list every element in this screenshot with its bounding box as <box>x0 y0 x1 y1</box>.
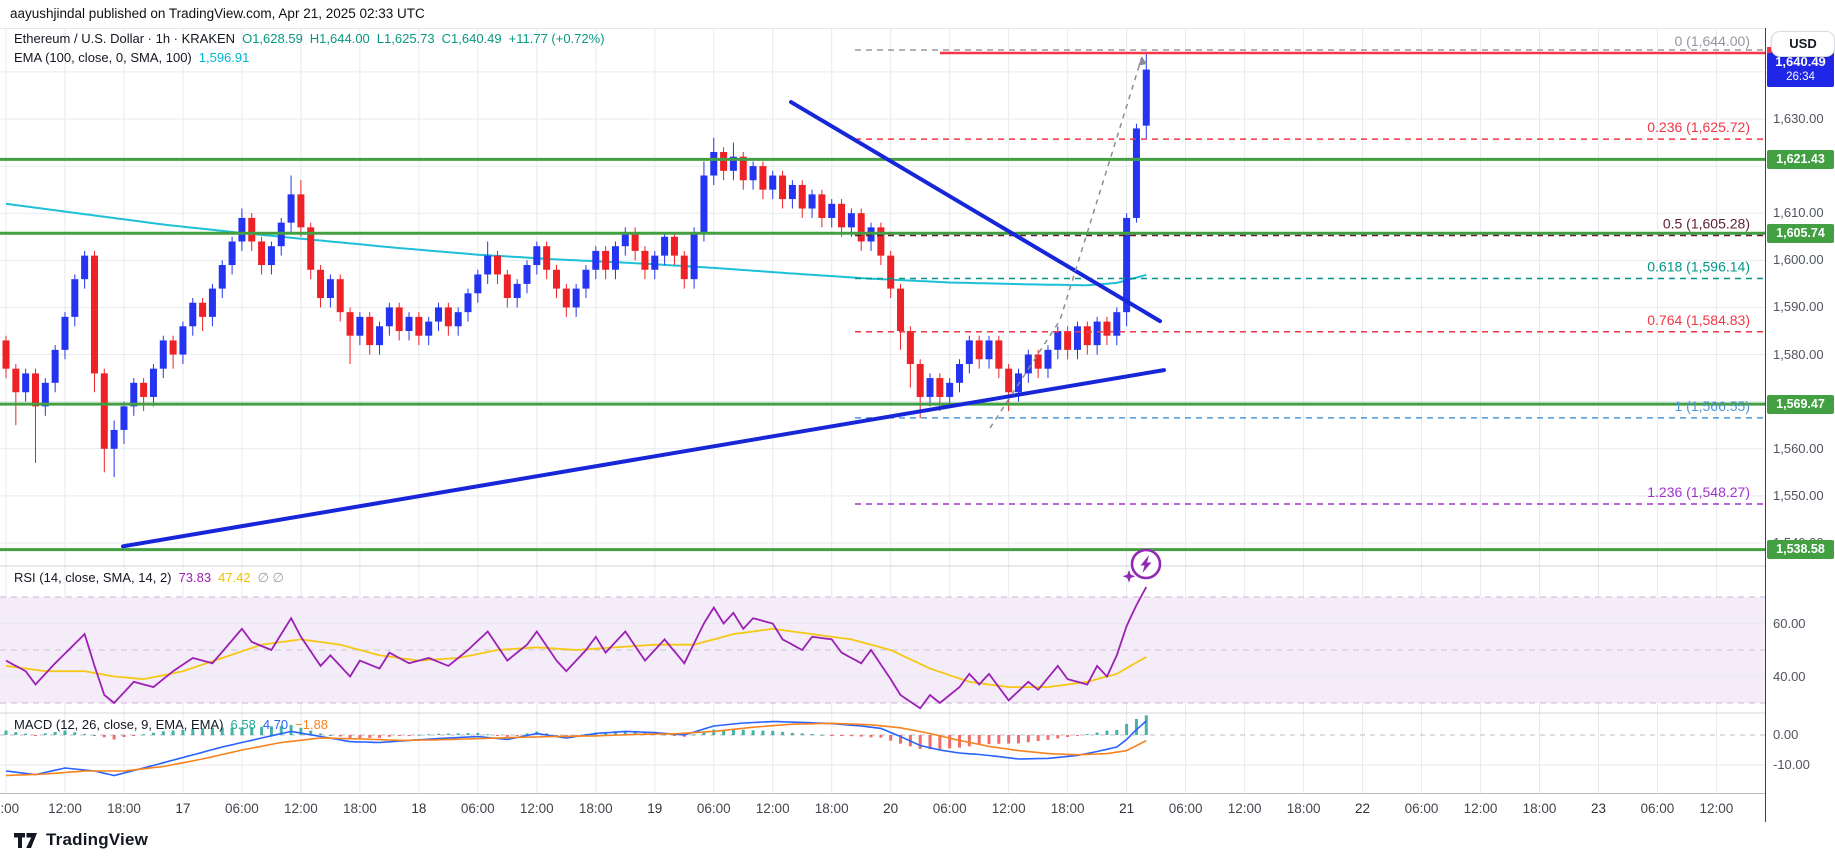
support-price-tag: 1,605.74 <box>1767 223 1834 243</box>
rsi-ma-value: 47.42 <box>218 570 251 585</box>
candles-series[interactable] <box>2 53 1150 478</box>
trendline-ascending-support[interactable] <box>121 368 1166 549</box>
time-tick-label: 22 <box>1354 801 1371 816</box>
price-change: +11.77 (+0.72%) <box>508 31 605 46</box>
ohlc-open: O1,628.59 <box>242 31 303 46</box>
ohlc-low: L1,625.73 <box>376 31 435 46</box>
currency-button[interactable]: USD <box>1771 31 1835 57</box>
price-tick-label: 1,600.00 <box>1773 252 1824 268</box>
time-tick-label: 06:00 <box>460 801 495 816</box>
time-tick-label: 12:00 <box>283 801 318 816</box>
fib-level-label: 1.236 (1,548.27) <box>1647 484 1750 500</box>
macd-signal-value: −1.88 <box>295 717 329 732</box>
chart-canvas[interactable]: 0 (1,644.00) 0.236 (1,625.72) 0.5 (1,605.2… <box>0 28 1765 793</box>
tradingview-logo[interactable]: TradingView <box>14 830 148 850</box>
support-price-tag: 1,538.58 <box>1767 540 1834 560</box>
time-tick-label: 12:00 <box>1227 801 1262 816</box>
tradingview-logo-text: TradingView <box>46 830 149 849</box>
macd-legend-row[interactable]: MACD (12, 26, close, 9, EMA, EMA) 6.58 4… <box>14 717 328 732</box>
time-tick-label: 17 <box>175 801 191 816</box>
support-price-tag: 1,569.47 <box>1767 394 1834 414</box>
time-tick-label: 12:00 <box>1699 801 1734 816</box>
rsi-value: 73.83 <box>178 570 212 585</box>
rsi-legend-row[interactable]: RSI (14, close, SMA, 14, 2) 73.83 47.42 … <box>14 570 284 586</box>
time-tick-label: 18:00 <box>1286 801 1321 816</box>
time-tick-label: 06:00 <box>224 801 259 816</box>
time-tick-label: 21 <box>1119 801 1135 816</box>
time-tick-label: 06:00 <box>932 801 967 816</box>
price-tick-label: 1,550.00 <box>1773 487 1824 503</box>
ema-line[interactable] <box>5 202 1147 287</box>
lightning-badge-icon[interactable] <box>1122 548 1162 583</box>
ema-value: 1,596.91 <box>198 50 250 65</box>
fib-level-label: 0.764 (1,584.83) <box>1647 312 1750 328</box>
fib-level-label: 0.618 (1,596.14) <box>1647 259 1750 275</box>
time-scale[interactable]: 6:00 12:00 18:00 17 06:00 12:00 18:00 18 06:00 12… <box>0 793 1835 823</box>
time-tick-label: 6:00 <box>0 801 20 816</box>
ema-label: EMA (100, close, 0, SMA, 100) <box>14 50 192 65</box>
trendline-descending-resistance[interactable] <box>789 100 1162 324</box>
macd-label: MACD (12, 26, close, 9, EMA, EMA) <box>14 717 224 732</box>
price-tick-label: 1,610.00 <box>1773 205 1824 221</box>
ema-legend-row[interactable]: EMA (100, close, 0, SMA, 100) 1,596.91 <box>14 50 249 65</box>
price-tick-label: 1,590.00 <box>1773 299 1824 315</box>
time-tick-label: 20 <box>883 801 899 816</box>
rsi-label: RSI (14, close, SMA, 14, 2) <box>14 570 172 585</box>
ohlc-close: C1,640.49 <box>441 31 502 46</box>
time-tick-label: 12:00 <box>991 801 1026 816</box>
macd-pane[interactable] <box>0 715 1765 777</box>
rsi-empty-values: ∅ ∅ <box>257 570 284 585</box>
price-tick-label: 1,630.00 <box>1773 111 1824 126</box>
time-tick-label: 23 <box>1590 801 1607 816</box>
time-tick-label: 06:00 <box>696 801 731 816</box>
macd-hist-value: 6.58 <box>230 717 256 732</box>
rsi-tick-label: 60.00 <box>1773 615 1806 631</box>
time-tick-label: 06:00 <box>1640 801 1675 816</box>
price-pane[interactable]: 0 (1,644.00) 0.236 (1,625.72) 0.5 (1,605.2… <box>0 33 1765 552</box>
rsi-ma-line[interactable] <box>5 627 1147 688</box>
symbol-legend-row[interactable]: Ethereum / U.S. Dollar · 1h · KRAKEN O1,… <box>14 31 605 46</box>
rsi-line[interactable] <box>5 586 1148 710</box>
time-tick-label: 18:00 <box>1522 801 1557 816</box>
price-scale[interactable]: 1,630.00 1,610.00 1,600.00 1,590.00 1,580.00… <box>1765 28 1835 822</box>
last-price-tag: 1,640.49 26:34 <box>1767 52 1834 87</box>
tradingview-logo-icon <box>14 832 37 848</box>
time-tick-label: 18:00 <box>107 801 141 816</box>
publish-watermark: aayushjindal published on TradingView.co… <box>10 6 425 21</box>
fib-level-label: 0.5 (1,605.28) <box>1663 215 1750 231</box>
fib-level-label: 0 (1,644.00) <box>1675 33 1751 49</box>
bar-countdown: 26:34 <box>1786 70 1815 83</box>
rsi-tick-label: 40.00 <box>1773 668 1806 684</box>
projection-arrow[interactable] <box>989 56 1143 429</box>
support-price-tag: 1,621.43 <box>1767 149 1834 169</box>
time-tick-label: 18 <box>411 801 427 816</box>
macd-value: 4.70 <box>262 717 289 732</box>
macd-tick-label: 0.00 <box>1773 727 1799 742</box>
ohlc-high: H1,644.00 <box>309 31 370 46</box>
time-tick-label: 12:00 <box>1463 801 1498 816</box>
time-tick-label: 12:00 <box>755 801 790 816</box>
macd-tick-label: -10.00 <box>1773 757 1810 772</box>
time-tick-label: 06:00 <box>1404 801 1439 816</box>
time-tick-label: 18:00 <box>1050 801 1085 816</box>
price-tick-label: 1,560.00 <box>1773 440 1824 456</box>
last-price-value: 1,640.49 <box>1775 53 1826 69</box>
symbol-title: Ethereum / U.S. Dollar · 1h · KRAKEN <box>14 31 236 46</box>
time-tick-label: 12:00 <box>48 801 82 816</box>
rsi-pane[interactable] <box>0 586 1765 710</box>
time-tick-label: 18:00 <box>814 801 849 816</box>
time-tick-label: 18:00 <box>578 801 613 816</box>
time-tick-label: 18:00 <box>342 801 377 816</box>
macd-signal-line[interactable] <box>5 722 1147 777</box>
price-tick-label: 1,580.00 <box>1773 346 1824 362</box>
projection-arrowhead <box>1138 56 1147 66</box>
fib-level-label: 1 (1,566.55) <box>1675 398 1751 414</box>
time-tick-label: 06:00 <box>1168 801 1203 816</box>
chart-svg[interactable]: 0 (1,644.00) 0.236 (1,625.72) 0.5 (1,605.2… <box>0 28 1765 793</box>
time-tick-label: 12:00 <box>519 801 554 816</box>
time-tick-label: 19 <box>647 801 663 816</box>
fib-level-label: 0.236 (1,625.72) <box>1647 119 1750 135</box>
